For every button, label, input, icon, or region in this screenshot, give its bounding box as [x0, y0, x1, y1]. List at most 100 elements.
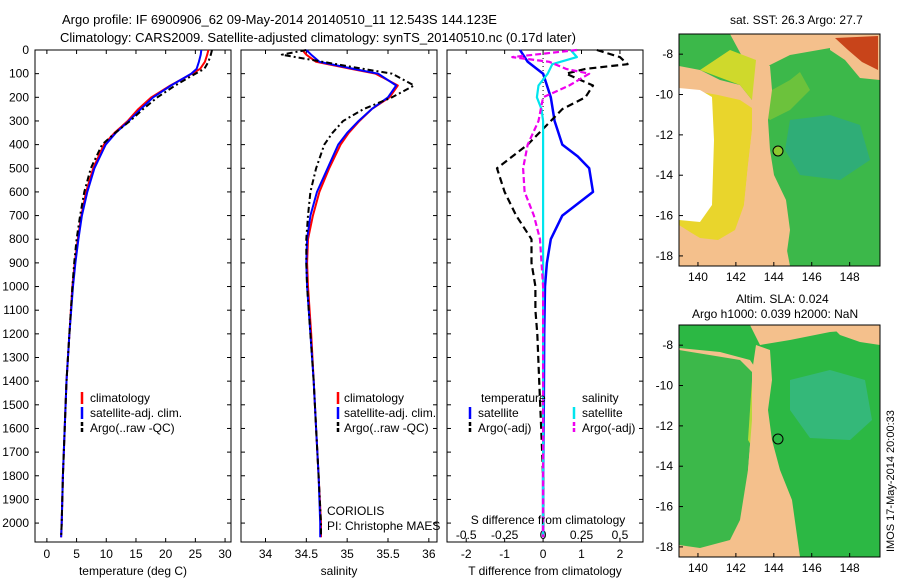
sst-missing-data [679, 88, 714, 222]
x-tick-label: 5 [73, 547, 80, 561]
map-y-tick-label: -10 [656, 88, 674, 102]
map-y-tick-label: -16 [656, 209, 674, 223]
sst-cape-york [740, 60, 790, 266]
depth-tick-label: 100 [9, 67, 29, 81]
depth-tick-label: 900 [9, 256, 29, 270]
sla-map-y-ticks: -8 -10 -12 -14 -16 -18 [656, 338, 683, 554]
depth-tick-label: 1100 [3, 303, 29, 317]
series-line-satellite-adj-clim- [60, 49, 203, 538]
legend-label-argo: Argo(..raw -QC) [90, 421, 175, 435]
argo-float-marker [772, 433, 784, 445]
depth-tick-label: 700 [9, 209, 29, 223]
x-tick-label: 30 [218, 547, 232, 561]
temperature-legend: climatology satellite-adj. clim. Argo(..… [80, 391, 182, 435]
map-y-tick-label: -16 [656, 500, 674, 514]
depth-tick-label: 1500 [2, 398, 29, 412]
sla-map-title-line1: Altim. SLA: 0.024 [736, 292, 829, 306]
legend-heading-salinity: salinity [582, 391, 619, 405]
depth-tick-label: 400 [9, 138, 29, 152]
legend-label-climatology: climatology [344, 391, 404, 405]
map-y-tick-label: -18 [656, 249, 674, 263]
map-x-tick-label: 140 [688, 270, 708, 284]
depth-tick-label: 1700 [2, 445, 29, 459]
x-tick-label: 20 [159, 547, 173, 561]
series-line-temperature-argo-adj- [495, 48, 629, 538]
x-tick-label: 35 [340, 547, 354, 561]
sst-warm-corner [835, 36, 878, 70]
depth-tick-marks [35, 49, 643, 524]
map-x-tick-label: 148 [840, 561, 860, 575]
depth-tick-label: 0 [22, 43, 29, 57]
timestamp: IMOS 17-May-2014 20:00:33 [885, 410, 897, 552]
sst-map-title: sat. SST: 26.3 Argo: 27.7 [730, 13, 863, 27]
sst-map-y-ticks: -8 -10 -12 -14 -16 -18 [656, 47, 683, 263]
map-y-tick-label: -8 [662, 338, 673, 352]
x-tick-label: 36 [422, 547, 436, 561]
depth-tick-label: 1000 [2, 280, 29, 294]
map-x-tick-label: 148 [840, 270, 860, 284]
x-tick-label: -1 [499, 547, 510, 561]
x-tick-label: 1 [578, 547, 585, 561]
legend-label-satellite: satellite-adj. clim. [90, 406, 182, 420]
depth-tick-label: 800 [9, 232, 29, 246]
sla-map-title-line2: Argo h1000: 0.039 h2000: NaN [692, 307, 858, 321]
sla-cape-york [745, 345, 800, 557]
legend-label-t-argo: Argo(-adj) [478, 421, 531, 435]
map-x-tick-label: 142 [726, 270, 746, 284]
s-diff-tick-label: -0.25 [491, 528, 519, 542]
sla-map-x-ticks: 140 142 144 146 148 [688, 553, 860, 575]
depth-tick-label: 1800 [2, 469, 29, 483]
map-x-tick-label: 144 [764, 561, 784, 575]
salinity-series [280, 49, 416, 538]
map-x-tick-label: 144 [764, 270, 784, 284]
legend-label-argo: Argo(..raw -QC) [344, 421, 429, 435]
t-difference-xlabel: T difference from climatology [468, 564, 622, 578]
figure-title-line1: Argo profile: IF 6900906_62 09-May-2014 … [62, 12, 497, 27]
sst-map [678, 33, 881, 267]
sla-map [678, 324, 881, 558]
sla-new-guinea [830, 325, 880, 345]
sla-map-frame [678, 324, 881, 558]
salinity-xlabel: salinity [321, 564, 358, 578]
map-x-tick-label: 146 [802, 270, 822, 284]
sst-cool-patch [785, 115, 870, 180]
temperature-panel [34, 49, 232, 543]
legend-label-satellite: satellite-adj. clim. [344, 406, 436, 420]
depth-tick-label: 1600 [2, 421, 29, 435]
x-tick-label: 25 [189, 547, 203, 561]
sst-strait [700, 50, 760, 112]
s-diff-tick-label: 0.25 [570, 528, 594, 542]
depth-tick-label: 500 [9, 161, 29, 175]
series-line-salinity-argo-adj- [511, 48, 591, 538]
sst-map-x-ticks: 140 142 144 146 148 [688, 262, 860, 284]
sla-high-patch [790, 370, 872, 440]
legend-label-t-satellite: satellite [478, 406, 519, 420]
map-x-tick-label: 146 [802, 561, 822, 575]
map-x-tick-label: 140 [688, 561, 708, 575]
map-y-tick-label: -14 [656, 459, 674, 473]
depth-tick-label: 1200 [2, 327, 29, 341]
x-tick-label: -2 [461, 547, 472, 561]
series-line-argo-raw-qc- [280, 49, 416, 538]
legend-label-climatology: climatology [90, 391, 150, 405]
temperature-xlabel: temperature (deg C) [79, 564, 187, 578]
depth-tick-label: 2000 [2, 516, 29, 530]
depth-tick-label: 1900 [2, 492, 29, 506]
map-y-tick-label: -18 [656, 540, 674, 554]
salinity-x-ticks: 34 34.5 35 35.5 36 [259, 50, 436, 561]
map-x-tick-label: 142 [726, 561, 746, 575]
s-diff-tick-label: 0.5 [612, 528, 629, 542]
x-tick-label: 10 [100, 547, 114, 561]
difference-series [495, 48, 629, 538]
legend-label-s-satellite: satellite [582, 406, 623, 420]
series-line-satellite-adj-clim- [305, 49, 398, 538]
legend-heading-temperature: temperature [481, 391, 546, 405]
depth-tick-label: 1300 [2, 351, 29, 365]
map-y-tick-label: -12 [656, 419, 674, 433]
x-tick-label: 15 [129, 547, 143, 561]
s-diff-tick-label: -0.5 [456, 528, 477, 542]
sst-south-sea [790, 230, 880, 266]
data-center-label: CORIOLIS [327, 504, 384, 518]
figure-title-line2: Climatology: CARS2009. Satellite-adjuste… [60, 30, 576, 45]
